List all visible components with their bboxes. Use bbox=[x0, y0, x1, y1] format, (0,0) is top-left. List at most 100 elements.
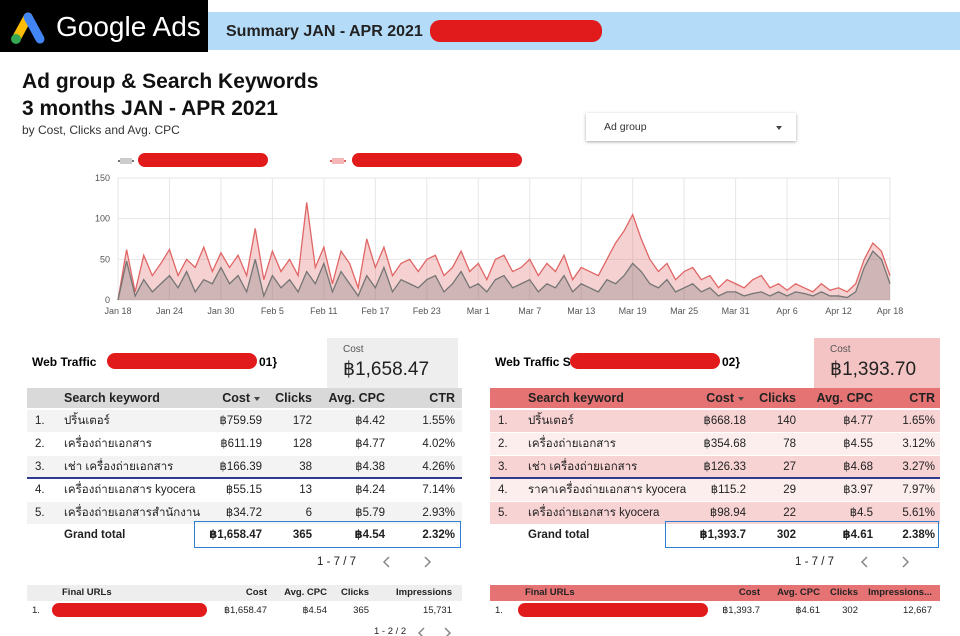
table-cell: 13 bbox=[299, 484, 312, 496]
column-header: Avg. CPC bbox=[816, 391, 874, 405]
x-tick-label: Mar 13 bbox=[567, 306, 595, 316]
y-tick-label: 50 bbox=[100, 254, 110, 264]
table-cell: 78 bbox=[783, 438, 796, 450]
total-cell: 2.32% bbox=[422, 529, 455, 541]
total-cell: ฿1,658.47 bbox=[209, 529, 262, 541]
page-button[interactable] bbox=[900, 556, 910, 568]
scorecard-label: Cost bbox=[343, 344, 364, 355]
url-column-header: Impressions bbox=[396, 587, 452, 598]
url-cell: 12,667 bbox=[902, 605, 932, 616]
x-tick-label: Feb 23 bbox=[413, 306, 441, 316]
url-column-header: Final URLs bbox=[525, 587, 575, 598]
x-tick-label: Mar 7 bbox=[518, 306, 541, 316]
panel-title: 02} bbox=[722, 355, 741, 369]
table-cell: ปริ้นเตอร์ bbox=[528, 415, 574, 427]
table-cell: ฿98.94 bbox=[709, 507, 746, 519]
url-cell: 1. bbox=[495, 605, 503, 616]
total-box bbox=[665, 521, 939, 548]
x-tick-label: Apr 6 bbox=[776, 306, 798, 316]
redaction bbox=[352, 153, 522, 167]
table-cell: เช่า เครื่องถ่ายเอกสาร bbox=[528, 461, 638, 473]
table-cell: 5. bbox=[35, 507, 45, 519]
column-header: Cost bbox=[706, 391, 734, 405]
page-button[interactable] bbox=[442, 627, 452, 636]
sort-arrow bbox=[738, 397, 744, 404]
table-cell: ฿611.19 bbox=[220, 438, 262, 450]
url-column-header: Impressions... bbox=[868, 587, 932, 598]
logo-box: Google Ads bbox=[0, 0, 208, 52]
total-cell: Grand total bbox=[64, 529, 126, 541]
page-button[interactable] bbox=[860, 556, 870, 568]
table-cell: 7.14% bbox=[422, 484, 455, 496]
scorecard-value: ฿1,658.47 bbox=[343, 359, 430, 380]
url-cell: 365 bbox=[353, 605, 369, 616]
url-header-bg bbox=[490, 585, 940, 601]
table-cell: 3. bbox=[498, 461, 508, 473]
table-cell: 2. bbox=[35, 438, 45, 450]
table-cell: 2.93% bbox=[422, 507, 455, 519]
y-tick-label: 100 bbox=[95, 214, 110, 224]
table-row bbox=[27, 433, 462, 455]
line bbox=[117, 202, 891, 301]
pagination: 1 - 7 / 7 bbox=[795, 556, 834, 568]
x-tick-label: Apr 18 bbox=[877, 306, 904, 316]
table-header bbox=[27, 388, 462, 408]
x-tick-label: Jan 24 bbox=[156, 306, 183, 316]
total-cell: 365 bbox=[292, 529, 312, 541]
panel: Web Traffic 01} Cost ฿1,658.47 Search keywor… bbox=[27, 338, 462, 636]
url-cell: 1. bbox=[32, 605, 40, 616]
table-cell: ฿4.24 bbox=[355, 484, 385, 496]
panel-title: Web Traffic S bbox=[495, 355, 571, 369]
x-tick-label: Mar 31 bbox=[722, 306, 750, 316]
table-cell: ปริ้นเตอร์ bbox=[64, 415, 110, 427]
table-cell: ฿166.39 bbox=[219, 461, 263, 473]
area bbox=[118, 202, 890, 300]
redaction bbox=[52, 603, 207, 617]
url-column-header: Clicks bbox=[830, 587, 858, 598]
url-header-bg bbox=[27, 585, 462, 601]
table-cell: 128 bbox=[292, 438, 312, 450]
table-cell: ฿4.5 bbox=[849, 507, 873, 519]
url-column-header: Cost bbox=[245, 587, 267, 598]
table-cell: 7.97% bbox=[902, 484, 935, 496]
x-tick-label: Feb 5 bbox=[261, 306, 284, 316]
table-cell: ฿4.68 bbox=[843, 461, 873, 473]
report-subtitle: by Cost, Clicks and Avg. CPC bbox=[22, 123, 180, 137]
dropdown[interactable]: Ad group bbox=[586, 113, 796, 141]
table-cell: ฿115.2 bbox=[710, 484, 746, 496]
url-cell: 302 bbox=[842, 605, 858, 616]
table-cell: ราคาเครื่องถ่ายเอกสาร kyocera bbox=[528, 484, 687, 496]
page-button[interactable] bbox=[417, 627, 427, 636]
table-cell: 3. bbox=[35, 461, 45, 473]
table-cell: 3.12% bbox=[902, 438, 935, 450]
url-cell: 15,731 bbox=[422, 605, 452, 616]
x-tick-label: Apr 12 bbox=[825, 306, 852, 316]
table-cell: ฿668.18 bbox=[703, 415, 747, 427]
url-column-header: Final URLs bbox=[62, 587, 112, 598]
table-row bbox=[27, 479, 462, 501]
redaction bbox=[430, 20, 602, 42]
url-cell: ฿4.61 bbox=[795, 605, 820, 616]
scorecard-label: Cost bbox=[830, 344, 851, 355]
y-tick-label: 150 bbox=[95, 173, 110, 183]
table-cell: เครื่องถ่ายเอกสาร kyocera bbox=[528, 507, 660, 519]
table-cell: 29 bbox=[783, 484, 796, 496]
report-title: 3 months JAN - APR 2021 bbox=[22, 97, 278, 120]
url-column-header: Avg. CPC bbox=[284, 587, 327, 598]
page-button[interactable] bbox=[422, 556, 432, 568]
scorecard: Cost ฿1,658.47 bbox=[327, 338, 458, 390]
column-header: Avg. CPC bbox=[328, 391, 386, 405]
redaction bbox=[107, 353, 257, 369]
url-column-header: Avg. CPC bbox=[777, 587, 820, 598]
url-cell: ฿4.54 bbox=[302, 605, 327, 616]
logo-icon bbox=[11, 12, 45, 44]
page-button[interactable] bbox=[382, 556, 392, 568]
report-title: Ad group & Search Keywords bbox=[22, 70, 319, 93]
legend-swatch bbox=[120, 158, 132, 164]
table-cell: 1.65% bbox=[902, 415, 935, 427]
column-header: Clicks bbox=[759, 391, 796, 405]
table-row bbox=[490, 456, 940, 478]
x-tick-label: Mar 25 bbox=[670, 306, 698, 316]
panel-title: 01} bbox=[259, 355, 278, 369]
